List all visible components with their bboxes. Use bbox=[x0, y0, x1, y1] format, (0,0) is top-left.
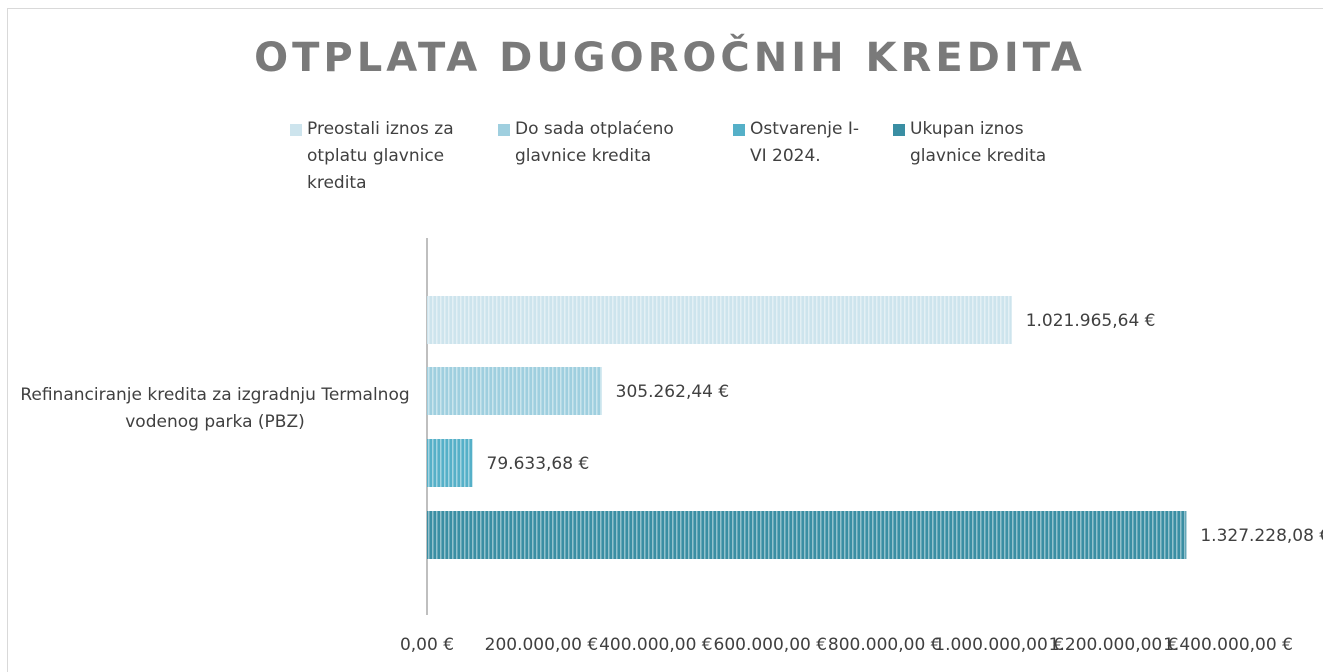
legend-swatch bbox=[290, 124, 302, 136]
x-tick-label: 1.400.000,00 € bbox=[1163, 635, 1293, 655]
data-label: 1.021.965,64 € bbox=[1026, 311, 1156, 331]
x-tick-label: 200.000,00 € bbox=[485, 635, 599, 655]
bar bbox=[427, 439, 473, 487]
data-label: 305.262,44 € bbox=[616, 382, 730, 402]
legend-item: Ukupan iznos glavnice kredita bbox=[893, 116, 1080, 170]
x-tick-label: 600.000,00 € bbox=[714, 635, 828, 655]
data-label: 1.327.228,08 € bbox=[1200, 526, 1323, 546]
x-tick-label: 800.000,00 € bbox=[828, 635, 942, 655]
legend-item: Do sada otplaćeno glavnice kredita bbox=[498, 116, 705, 170]
x-tick-label: 1.000.000,00 € bbox=[934, 635, 1064, 655]
legend-item: Ostvarenje I-VI 2024. bbox=[733, 116, 870, 170]
bar bbox=[427, 367, 602, 415]
x-tick-label: 1.200.000,00 € bbox=[1049, 635, 1179, 655]
data-label: 79.633,68 € bbox=[487, 454, 590, 474]
legend-swatch bbox=[733, 124, 745, 136]
legend-swatch bbox=[893, 124, 905, 136]
legend-label: Ukupan iznos glavnice kredita bbox=[910, 119, 1047, 166]
legend-label: Do sada otplaćeno glavnice kredita bbox=[515, 119, 674, 166]
chart-border bbox=[7, 8, 1323, 672]
y-tick-label: Refinanciranje kredita za izgradnju Term… bbox=[20, 385, 410, 432]
x-tick-label: 400.000,00 € bbox=[599, 635, 713, 655]
bar bbox=[427, 296, 1012, 344]
bar bbox=[427, 511, 1187, 559]
x-tick-label: 0,00 € bbox=[400, 635, 454, 655]
chart-title: OTPLATA DUGOROČNIH KREDITA bbox=[254, 33, 1086, 81]
legend-swatch bbox=[498, 124, 510, 136]
legend-label: Ostvarenje I-VI 2024. bbox=[750, 119, 859, 166]
legend-item: Preostali iznos za otplatu glavnice kred… bbox=[290, 116, 472, 197]
legend-label: Preostali iznos za otplatu glavnice kred… bbox=[307, 119, 454, 193]
